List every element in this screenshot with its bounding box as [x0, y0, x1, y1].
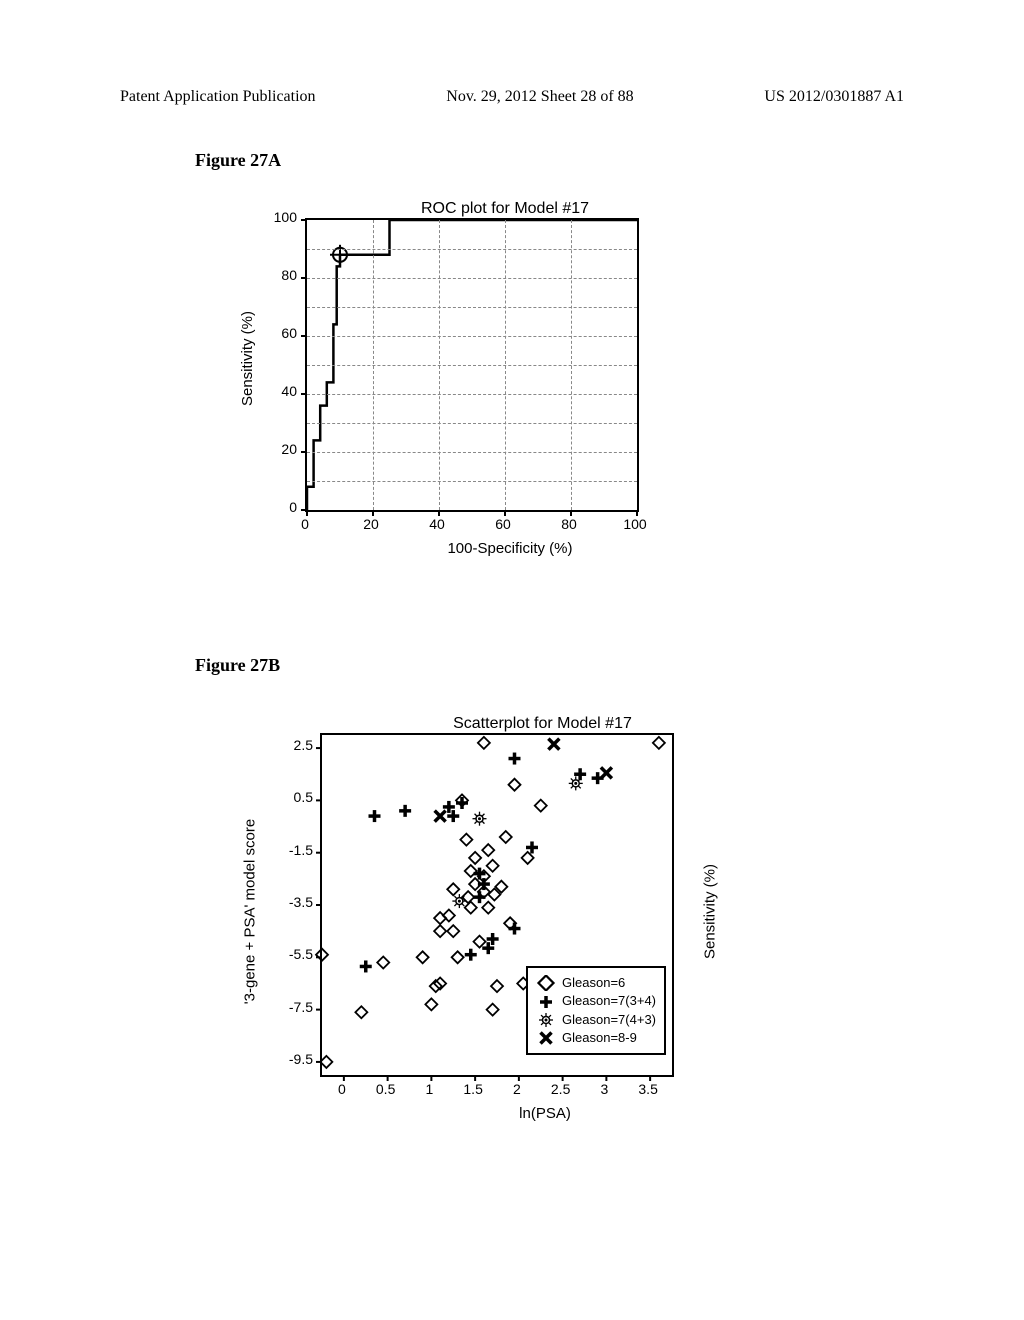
roc-y-axis-label: Sensitivity (%) [239, 311, 256, 406]
x-tick-label: 2.5 [543, 1081, 579, 1097]
scatter-legend: Gleason=6Gleason=7(3+4)Gleason=7(4+3)Gle… [526, 966, 666, 1055]
x-tick-label: 1.5 [455, 1081, 491, 1097]
grid-line-h [307, 278, 637, 279]
x-tick-label: 3 [586, 1081, 622, 1097]
y-tick-label: 40 [265, 383, 297, 399]
x-tick-label: 0.5 [368, 1081, 404, 1097]
grid-line-h [307, 307, 637, 308]
y-tick-label: 20 [265, 441, 297, 457]
grid-line-v [571, 220, 572, 510]
y-tick-label: 100 [265, 209, 297, 225]
y-tick-label: 80 [265, 267, 297, 283]
figure-b-label: Figure 27B [195, 655, 280, 676]
scatter-chart: Scatterplot for Model #17 '3-gene + PSA'… [250, 715, 780, 1122]
x-tick-label: 2 [499, 1081, 535, 1097]
scatter-plot-area: Gleason=6Gleason=7(3+4)Gleason=7(4+3)Gle… [320, 733, 674, 1077]
legend-symbol [536, 994, 556, 1010]
roc-chart-title: ROC plot for Model #17 [310, 200, 700, 218]
roc-x-axis-label: 100-Specificity (%) [320, 540, 700, 557]
y-tick-label: -3.5 [275, 894, 313, 910]
legend-label: Gleason=7(3+4) [562, 992, 656, 1010]
grid-line-h [307, 336, 637, 337]
grid-line-h [307, 249, 637, 250]
y-tick-label: 60 [265, 325, 297, 341]
y-tick-label: -9.5 [275, 1051, 313, 1067]
x-tick-label: 60 [488, 516, 518, 532]
roc-chart: ROC plot for Model #17 Sensitivity (%) 0… [250, 200, 700, 557]
grid-line-h [307, 394, 637, 395]
grid-line-h [307, 423, 637, 424]
grid-line-v [505, 220, 506, 510]
grid-line-v [373, 220, 374, 510]
grid-line-h [307, 365, 637, 366]
header-right: US 2012/0301887 A1 [764, 88, 904, 106]
grid-line-h [307, 452, 637, 453]
legend-label: Gleason=8-9 [562, 1029, 637, 1047]
legend-row: Gleason=7(3+4) [536, 992, 656, 1010]
y-tick-label: -5.5 [275, 946, 313, 962]
legend-symbol [536, 975, 556, 991]
legend-symbol [536, 1030, 556, 1046]
x-tick-label: 40 [422, 516, 452, 532]
x-tick-label: 20 [356, 516, 386, 532]
x-tick-label: 80 [554, 516, 584, 532]
legend-label: Gleason=6 [562, 974, 625, 992]
legend-symbol [536, 1012, 556, 1028]
x-tick-label: 1 [411, 1081, 447, 1097]
header-center: Nov. 29, 2012 Sheet 28 of 88 [446, 88, 633, 106]
x-tick-label: 0 [290, 516, 320, 532]
x-tick-label: 0 [324, 1081, 360, 1097]
legend-label: Gleason=7(4+3) [562, 1011, 656, 1029]
y-tick-label: 2.5 [275, 737, 313, 753]
grid-line-h [307, 481, 637, 482]
y-tick-label: -7.5 [275, 999, 313, 1015]
roc-plot-area [305, 218, 639, 512]
scatter-y-axis-label-left: '3-gene + PSA' model score [242, 812, 259, 1012]
legend-row: Gleason=6 [536, 974, 656, 992]
grid-line-v [439, 220, 440, 510]
scatter-x-axis-label: ln(PSA) [310, 1105, 780, 1122]
scatter-chart-title: Scatterplot for Model #17 [305, 715, 780, 733]
y-tick-label: -1.5 [275, 842, 313, 858]
x-tick-label: 3.5 [630, 1081, 666, 1097]
y-tick-label: 0 [265, 499, 297, 515]
x-tick-label: 100 [620, 516, 650, 532]
y-tick-label: 0.5 [275, 789, 313, 805]
header-left: Patent Application Publication [120, 88, 316, 106]
legend-row: Gleason=7(4+3) [536, 1011, 656, 1029]
page-header: Patent Application Publication Nov. 29, … [0, 88, 1024, 106]
legend-row: Gleason=8-9 [536, 1029, 656, 1047]
figure-a-label: Figure 27A [195, 150, 281, 171]
